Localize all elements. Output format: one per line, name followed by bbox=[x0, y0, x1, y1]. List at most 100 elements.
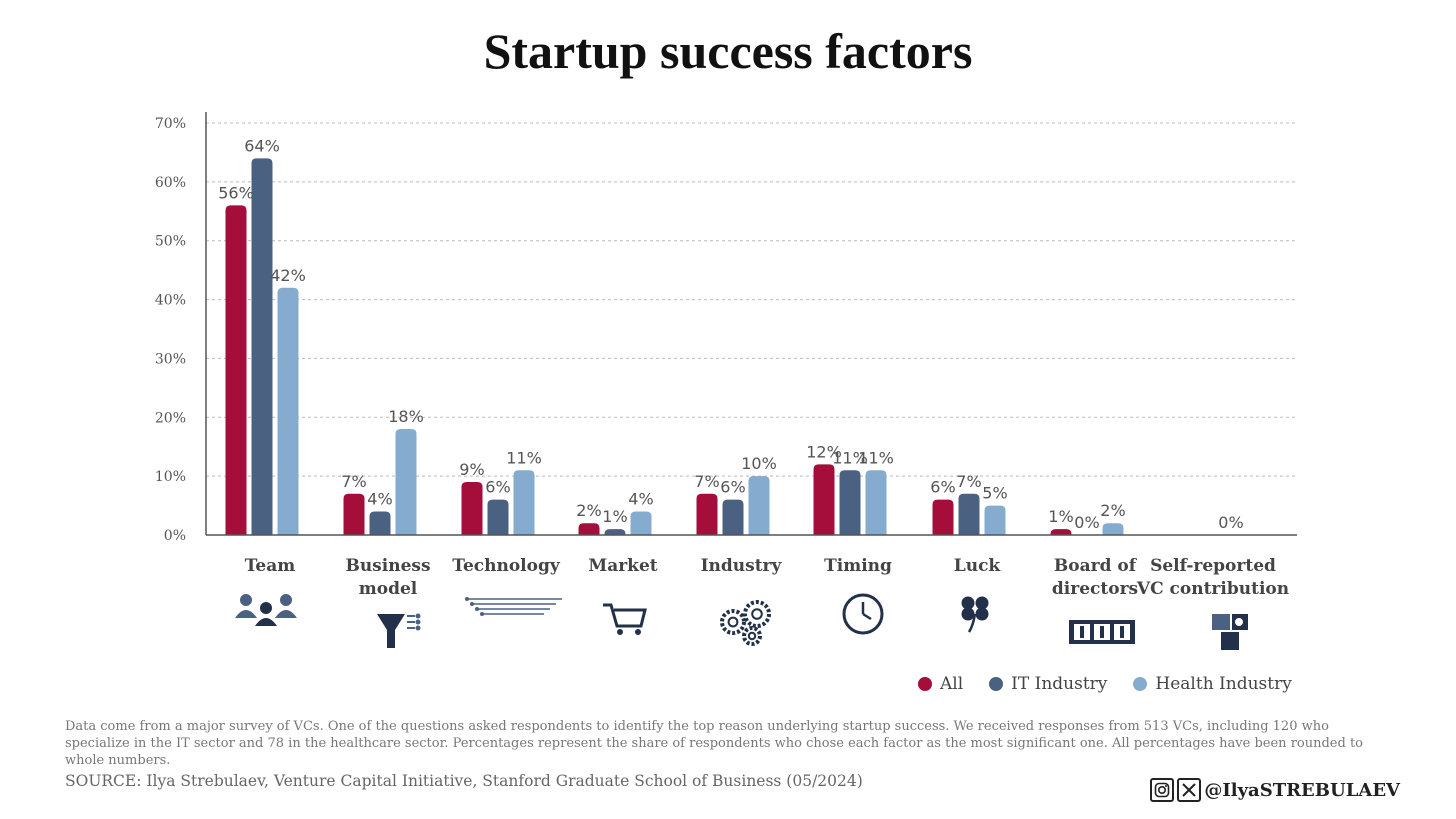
chart-grid bbox=[206, 122, 1297, 477]
data-label: 1% bbox=[602, 507, 627, 526]
category-label: Industry bbox=[701, 556, 783, 576]
bar bbox=[395, 429, 417, 535]
bar bbox=[1102, 523, 1124, 535]
gears-icon bbox=[720, 600, 771, 646]
data-label: 12% bbox=[806, 442, 842, 461]
data-label: 7% bbox=[341, 472, 366, 491]
data-label: 5% bbox=[982, 484, 1007, 503]
board-icon bbox=[1069, 620, 1135, 644]
cart-icon bbox=[603, 603, 647, 635]
y-tick-label: 30% bbox=[155, 351, 186, 367]
data-label: 64% bbox=[244, 136, 280, 155]
bar bbox=[225, 205, 247, 535]
data-label: 4% bbox=[367, 489, 392, 508]
category-label: Market bbox=[588, 556, 657, 576]
bar bbox=[604, 529, 626, 535]
clover-icon bbox=[961, 596, 989, 633]
footnote: Data come from a major survey of VCs. On… bbox=[65, 719, 1363, 768]
legend-swatch-health bbox=[1133, 677, 1148, 691]
data-label: 9% bbox=[459, 460, 484, 479]
y-tick-label: 20% bbox=[155, 410, 186, 426]
bar bbox=[839, 470, 861, 535]
bar bbox=[984, 505, 1006, 535]
circuit-icon bbox=[465, 597, 562, 616]
y-tick-label: 10% bbox=[155, 469, 186, 485]
funnel-icon bbox=[377, 613, 421, 648]
data-label: 7% bbox=[694, 472, 719, 491]
y-tick-label: 50% bbox=[155, 234, 186, 250]
data-label: 11% bbox=[506, 448, 542, 467]
legend-label: Health Industry bbox=[1155, 674, 1292, 694]
puzzle-icon bbox=[1212, 614, 1248, 650]
bar bbox=[369, 511, 391, 535]
bar bbox=[343, 493, 365, 535]
bar bbox=[932, 499, 954, 535]
data-label: 0% bbox=[1218, 513, 1243, 532]
category-label: Self-reported bbox=[1150, 556, 1276, 576]
social-handle[interactable]: @IlyaSTREBULAEV bbox=[1150, 778, 1400, 802]
y-tick-label: 0% bbox=[164, 528, 186, 544]
bar bbox=[513, 470, 535, 535]
category-label: Technology bbox=[452, 556, 561, 576]
bar bbox=[487, 499, 509, 535]
data-label: 2% bbox=[1100, 501, 1125, 520]
category-icons bbox=[235, 593, 1248, 650]
data-label: 56% bbox=[218, 183, 254, 202]
legend-label: All bbox=[940, 674, 964, 694]
y-tick-label: 70% bbox=[155, 116, 186, 132]
team-icon bbox=[235, 594, 297, 626]
category-label: Team bbox=[245, 556, 296, 576]
y-tick-label: 40% bbox=[155, 293, 186, 309]
data-label: 0% bbox=[1074, 513, 1099, 532]
source-note: SOURCE: Ilya Strebulaev, Venture Capital… bbox=[65, 772, 863, 790]
chart-title: Startup success factors bbox=[483, 23, 973, 79]
data-labels: 56% 7% 9% 2% 7% 12% 6% 1% 64% 4% 6% 1% 6% 11% 7% 0% 42% 1… bbox=[218, 136, 1243, 532]
category-label: directors bbox=[1052, 579, 1138, 599]
y-tick-label: 60% bbox=[155, 175, 186, 191]
category-label: model bbox=[359, 579, 418, 599]
data-label: 11% bbox=[832, 448, 868, 467]
bar bbox=[958, 493, 980, 535]
data-label: 4% bbox=[628, 489, 653, 508]
category-label: VC contribution bbox=[1136, 579, 1289, 599]
bars bbox=[225, 158, 1124, 536]
x-icon[interactable] bbox=[1177, 778, 1202, 802]
category-label: Board of bbox=[1054, 556, 1138, 576]
bar bbox=[722, 499, 744, 535]
legend-swatch-all bbox=[918, 677, 932, 691]
data-label: 7% bbox=[956, 472, 981, 491]
data-label: 2% bbox=[576, 501, 601, 520]
bar bbox=[748, 476, 770, 535]
bar bbox=[696, 493, 718, 535]
data-label: 18% bbox=[388, 407, 424, 426]
legend-swatch-it bbox=[989, 677, 1004, 691]
bar bbox=[1050, 529, 1072, 535]
category-label: Timing bbox=[824, 556, 892, 576]
bar bbox=[630, 511, 652, 535]
category-label: Luck bbox=[954, 556, 1002, 576]
bar-chart: 0% 10% 20% 30% 40% 50% 60% 70% 56% 7% 9% 2% 7% 12% 6%… bbox=[155, 112, 1297, 650]
legend-item-it: IT Industry bbox=[989, 674, 1107, 694]
y-axis-ticks: 0% 10% 20% 30% 40% 50% 60% 70% bbox=[155, 116, 186, 544]
data-label: 6% bbox=[720, 478, 745, 497]
data-label: 1% bbox=[1048, 507, 1073, 526]
data-label: 6% bbox=[930, 478, 955, 497]
data-label: 6% bbox=[485, 478, 510, 497]
bar bbox=[578, 523, 600, 535]
legend: All IT Industry Health Industry bbox=[918, 672, 1318, 696]
legend-item-health: Health Industry bbox=[1133, 674, 1292, 694]
category-label: Business bbox=[345, 556, 430, 576]
data-label: 10% bbox=[741, 454, 777, 473]
legend-item-all: All bbox=[918, 674, 963, 694]
handle-text[interactable]: @IlyaSTREBULAEV bbox=[1204, 779, 1400, 801]
instagram-icon[interactable] bbox=[1150, 778, 1175, 802]
bar bbox=[251, 158, 273, 536]
data-label: 11% bbox=[858, 448, 894, 467]
clock-icon bbox=[842, 593, 884, 635]
category-labels: Team Business model Technology Market Industr… bbox=[245, 556, 1289, 599]
bar bbox=[277, 287, 299, 535]
data-label: 42% bbox=[270, 266, 306, 285]
bar bbox=[813, 464, 835, 535]
bar bbox=[865, 470, 887, 535]
legend-label: IT Industry bbox=[1011, 674, 1108, 694]
